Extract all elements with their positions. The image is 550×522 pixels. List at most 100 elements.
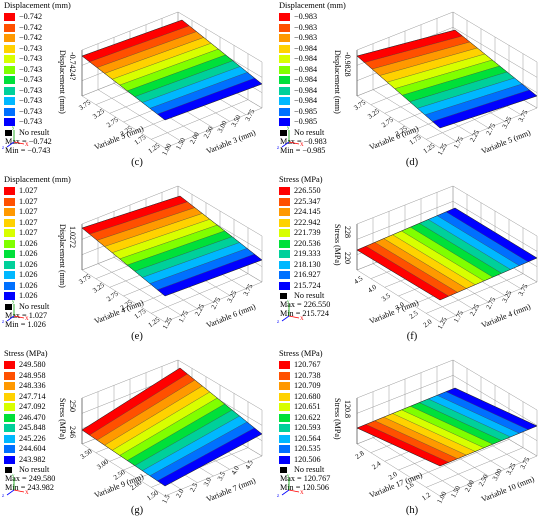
no-result-swatch	[280, 129, 287, 136]
legend-swatch	[279, 107, 290, 116]
legend-swatch	[4, 424, 15, 433]
legend-swatch	[279, 424, 290, 433]
legend-swatch	[4, 44, 15, 53]
y-tick-label: 2.5	[188, 481, 199, 493]
gridline	[81, 11, 179, 51]
legend-level-label: −0.743	[19, 54, 43, 63]
x-tick-label: 1.50	[145, 489, 160, 503]
legend-swatch	[4, 239, 15, 248]
legend-swatch	[4, 208, 15, 217]
axes-triad-icon: Xy z	[2, 474, 29, 499]
legend-level-label: 224.145	[294, 207, 321, 216]
legend-swatch	[279, 455, 290, 464]
legend-title: Stress (MPa)	[279, 349, 323, 358]
gridline	[356, 201, 454, 240]
legend-swatch	[4, 434, 15, 443]
legend-level-label: 1.026	[19, 238, 38, 248]
surface-plot: Displacement (mm) 1.02723.753.252.752.251…	[2, 185, 263, 331]
min-value: Min = −0.985	[280, 145, 326, 155]
y-tick-label: 3.25	[501, 115, 514, 130]
y-tick-label: 3.25	[505, 461, 518, 476]
legend-swatch	[279, 208, 290, 217]
legend-swatch	[279, 187, 290, 196]
legend-swatch	[279, 403, 290, 412]
legend-swatch	[4, 23, 15, 32]
legend-level-label: 247.092	[19, 402, 46, 411]
surface-plot: Displacement (mm) -0.98283.753.252.752.25…	[277, 11, 538, 157]
legend-swatch	[279, 34, 290, 43]
legend-level-label: −0.984	[294, 75, 318, 84]
y-tick-label: 1.75	[452, 309, 465, 324]
legend-level-label: 120.767	[294, 360, 321, 369]
gridline	[356, 359, 454, 399]
no-result-swatch	[5, 303, 12, 310]
gridline	[81, 359, 179, 399]
legend-swatch	[279, 271, 290, 280]
triad-x-label: X	[25, 491, 29, 496]
legend-level-label: 1.026	[19, 270, 38, 279]
z-axis-label: Stress (MPa)	[58, 398, 67, 440]
y-tick-label: 2.25	[468, 128, 481, 143]
legend-level-label: 215.724	[294, 280, 321, 290]
x-tick-label: 3.25	[366, 107, 381, 121]
z-tick-label: 250	[68, 400, 77, 412]
legend-swatch	[279, 413, 290, 422]
legend-level-label: 1.026	[19, 280, 38, 290]
no-result-swatch	[5, 129, 12, 136]
legend-level-label: −0.742	[19, 22, 43, 32]
legend-level-label: −0.985	[294, 117, 318, 126]
max-value: Max = −0.742	[5, 136, 52, 146]
x-tick-label: 3.50	[79, 447, 94, 461]
legend-swatch	[279, 281, 290, 290]
y-tick-label: 3.75	[244, 107, 257, 122]
no-result-label: No result	[294, 291, 325, 300]
surface	[356, 387, 538, 467]
legend-level-label: 246.470	[19, 412, 46, 422]
z-tick-label: -0.7424?	[68, 52, 77, 81]
legend-level-label: 120.506	[294, 454, 321, 464]
legend-level-label: −0.984	[294, 64, 318, 74]
axes-triad-icon: Xy z	[2, 300, 29, 325]
x-tick-label: 4.5	[352, 274, 364, 286]
legend-level-label: 219.333	[294, 249, 321, 258]
z-tick-label: 228	[343, 226, 352, 238]
gridline	[177, 185, 263, 237]
x-tick-label: 1.6	[404, 480, 416, 492]
y-tick-label: 3.75	[519, 455, 532, 470]
x-tick-label: 1.25	[147, 315, 162, 329]
min-value: Min = 1.026	[5, 319, 46, 329]
legend-swatch	[279, 260, 290, 269]
y-tick-label: 4.0	[230, 464, 241, 476]
y-tick-label: 2.75	[209, 296, 222, 311]
legend-level-label: 222.942	[294, 217, 321, 227]
legend-swatch	[4, 86, 15, 95]
x-tick-label: 3.25	[91, 281, 106, 295]
legend-level-label: 1.026	[19, 249, 38, 258]
y-tick-label: 2.00	[188, 130, 201, 145]
legend-swatch	[279, 197, 290, 206]
legend-level-label: 216.927	[294, 270, 321, 279]
legend-level-label: 120.622	[294, 412, 321, 422]
legend-level-label: 221.739	[294, 228, 321, 237]
max-value: Max = 226.550	[280, 300, 331, 309]
legend-level-label: 220.536	[294, 238, 321, 248]
y-tick-label: 1.5	[160, 493, 171, 505]
triad-y-label: y	[12, 126, 15, 131]
z-axis-label: Displacement (mm)	[333, 50, 342, 114]
legend-level-label: −0.984	[294, 96, 318, 105]
legend-level-label: 1.026	[19, 259, 38, 269]
panel-caption: (e)	[131, 331, 143, 342]
no-result-label: No result	[19, 301, 50, 311]
legend-level-label: 120.593	[294, 423, 321, 432]
legend-level-label: 226.550	[294, 186, 321, 195]
no-result-swatch	[280, 467, 287, 473]
axes-triad-icon: Xy z	[277, 126, 304, 151]
surface-outline	[81, 195, 263, 297]
legend-level-label: −0.983	[294, 12, 318, 21]
legend-title: Stress (MPa)	[4, 349, 48, 358]
z-tick-label: -0.9828	[343, 52, 352, 77]
z-tick-label: 1.0272	[68, 226, 77, 248]
triad-y-label: y	[12, 474, 15, 479]
surface-plot: Displacement (mm) -0.7424?3.753.252.752.2…	[2, 11, 263, 157]
